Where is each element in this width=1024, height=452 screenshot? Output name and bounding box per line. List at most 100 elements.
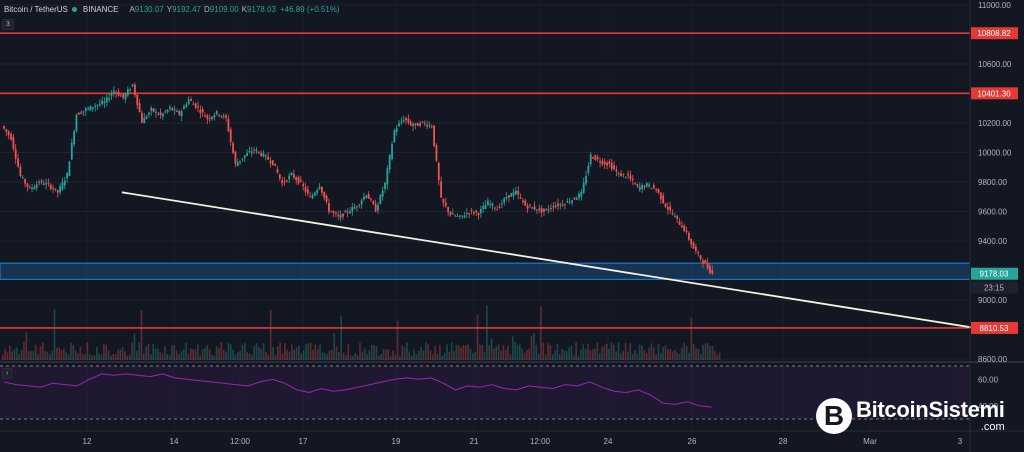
volume-bar [225,352,227,360]
level-price-label: 10808.82 [977,29,1011,38]
candle-body [386,168,389,185]
volume-bar [349,355,352,360]
volume-bar [72,345,75,360]
volume-bar [511,336,514,360]
volume-bar [18,354,21,360]
volume-bar [265,351,267,360]
volume-bar [563,349,566,360]
volume-bar [41,342,44,360]
candle-body [89,105,92,111]
candle-body [393,130,396,143]
candle-body [239,160,241,163]
candle-body [208,118,211,120]
candle-body [152,108,155,112]
candle-body [171,107,174,111]
candle-body [381,190,384,197]
volume-bar [476,314,479,360]
candle-body [87,108,90,110]
candle-body [592,157,594,159]
volume-bar [707,343,709,360]
candle-body [14,148,17,159]
candle-body [73,131,76,145]
volume-bar [340,315,342,360]
candle-body [353,206,356,209]
level-label-bg [971,267,1018,280]
candle-body [650,188,653,190]
volume-bar [267,355,270,360]
candle-body [328,203,330,212]
volume-bar [100,354,103,360]
candle-body [10,134,12,140]
volume-bar [316,349,319,360]
volume-bar [690,317,693,360]
volume-bar [669,349,671,360]
candle-body [407,118,410,123]
candle-body [711,270,714,274]
candle-body [349,211,351,214]
candle-body [433,125,435,146]
volume-bar [685,345,688,360]
volume-bar [472,353,474,360]
volume-bar [636,353,639,360]
time-tick-label: Mar [863,437,877,446]
candle-body [664,203,667,207]
candle-body [253,149,256,151]
volume-bar [171,345,173,360]
volume-bar [650,343,653,360]
candle-body [70,142,73,160]
candle-body [82,111,85,113]
candle-body [475,210,478,213]
candle-body [248,151,251,153]
volume-bar [37,354,39,360]
volume-bar [84,354,86,360]
volume-bar [631,353,634,360]
volume-bar [65,352,68,360]
candle-body [659,192,662,200]
rsi-band [0,366,970,419]
candle-body [395,128,398,132]
candle-body [540,207,543,213]
volume-bar [185,342,187,360]
volume-bar [237,351,239,360]
volume-bar [227,342,230,360]
volume-bar [610,342,613,360]
time-tick-label: 17 [299,437,308,446]
candle-body [566,200,569,203]
candle-body [176,111,178,113]
candle-body [370,199,372,201]
volume-bar [229,343,232,360]
candle-body [575,198,578,200]
close-value: 9178.03 [247,4,276,14]
volume-bar [624,342,627,360]
candle-body [704,260,707,264]
candle-body [641,184,644,190]
volume-bar [568,347,570,360]
candle-body [638,186,641,190]
volume-bar [77,353,79,360]
candle-body [283,181,286,183]
candle-body [465,213,468,215]
volume-bar [20,349,23,360]
volume-bar [500,350,502,360]
volume-bar [464,345,467,360]
symbol-name[interactable]: Bitcoin / TetherUS [4,4,68,14]
indicator-collapse-button[interactable]: 3 [2,19,14,30]
volume-bar [98,353,100,360]
candle-body [229,129,232,142]
candle-body [515,190,517,195]
candle-body [126,89,129,96]
candle-body [615,169,618,172]
volume-bar [178,354,180,360]
candle-body [463,215,466,218]
candle-body [608,161,611,164]
volume-bar [403,347,406,360]
candle-body [517,190,520,195]
candle-body [683,225,686,231]
rsi-collapse-button[interactable]: › [2,368,13,379]
volume-bar [657,344,660,360]
candle-body [260,153,263,156]
candle-body [538,208,541,211]
candle-body [136,94,139,106]
candle-body [482,206,485,209]
